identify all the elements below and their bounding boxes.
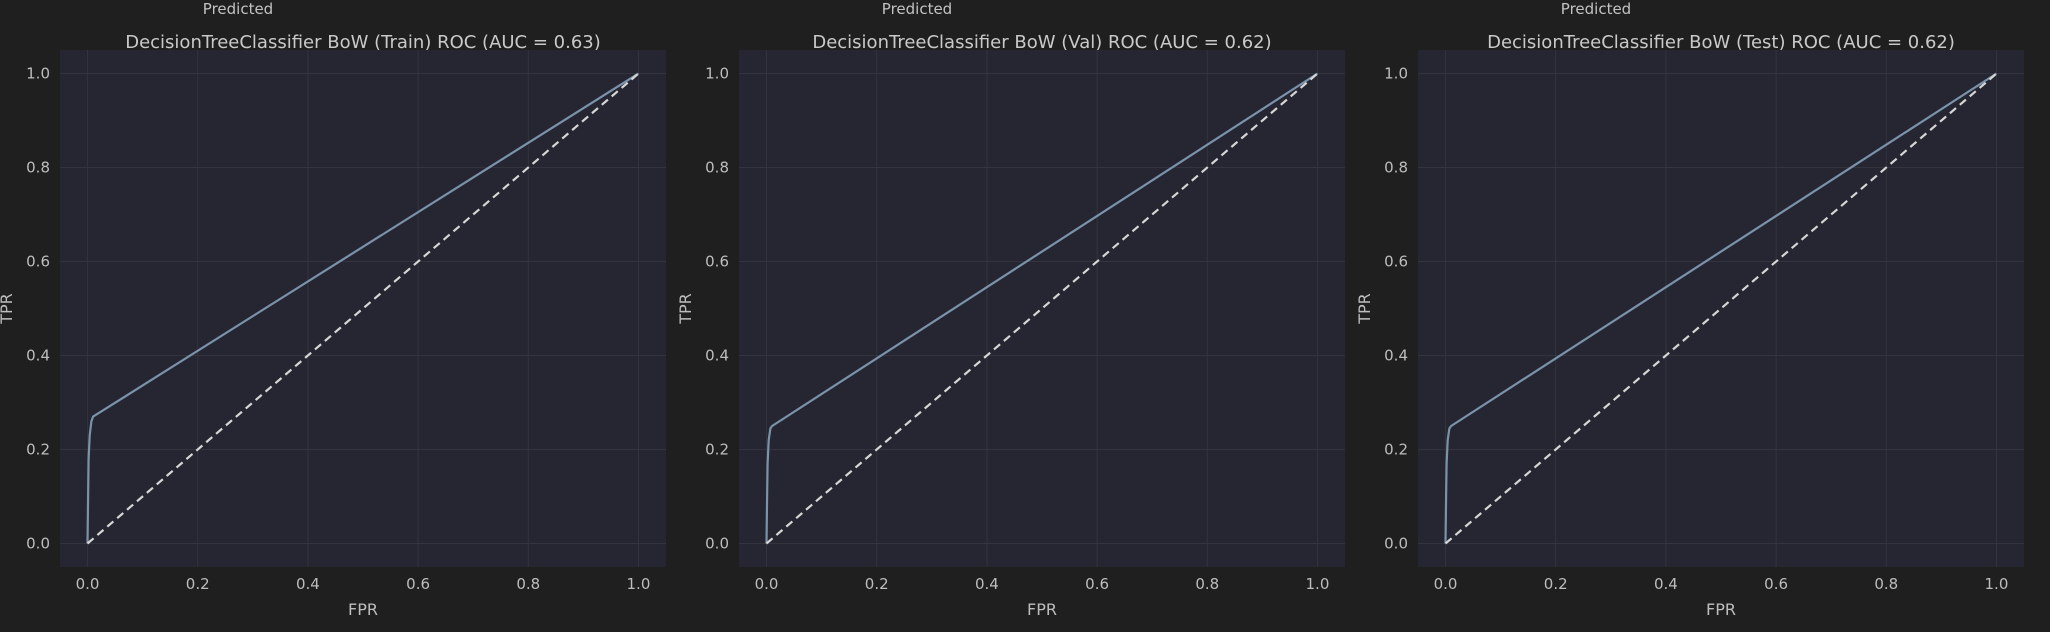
- y-tick-label: 0.8: [26, 159, 50, 177]
- roc-curve-line: [86, 72, 640, 544]
- x-axis-label: FPR: [348, 600, 378, 619]
- y-tick-label: 0.0: [1384, 535, 1408, 553]
- x-tick-label: 0.0: [1434, 575, 1458, 593]
- x-tick-label: 0.0: [755, 575, 779, 593]
- chance-diagonal-line: [1444, 72, 1998, 545]
- x-tick-label: 0.0: [76, 575, 100, 593]
- y-tick-label: 0.4: [26, 347, 50, 365]
- y-axis-label: TPR: [1355, 293, 1374, 325]
- y-tick-label: 0.6: [1384, 253, 1408, 271]
- y-tick-label: 1.0: [26, 65, 50, 83]
- y-tick-label: 0.2: [1384, 441, 1408, 459]
- chart-title: DecisionTreeClassifier BoW (Val) ROC (AU…: [812, 32, 1271, 53]
- x-tick-label: 0.8: [1195, 575, 1219, 593]
- y-tick-label: 0.8: [1384, 159, 1408, 177]
- x-axis-label: FPR: [1706, 600, 1736, 619]
- x-tick-label: 0.8: [1874, 575, 1898, 593]
- chart-title: DecisionTreeClassifier BoW (Train) ROC (…: [125, 32, 601, 53]
- y-tick-label: 0.6: [705, 253, 729, 271]
- x-tick-label: 1.0: [1985, 575, 2009, 593]
- y-tick-label: 0.6: [26, 253, 50, 271]
- y-axis-label: TPR: [0, 293, 16, 325]
- x-tick-label: 0.6: [1085, 575, 1109, 593]
- y-tick-label: 0.2: [705, 441, 729, 459]
- x-tick-label: 1.0: [627, 575, 651, 593]
- chart-title: DecisionTreeClassifier BoW (Test) ROC (A…: [1487, 32, 1955, 53]
- y-tick-label: 0.2: [26, 441, 50, 459]
- x-tick-label: 0.4: [975, 575, 999, 593]
- x-tick-label: 0.4: [1654, 575, 1678, 593]
- y-tick-label: 1.0: [705, 65, 729, 83]
- top-label: Predicted: [882, 0, 952, 18]
- y-axis-label: TPR: [676, 293, 695, 325]
- x-tick-label: 0.2: [1544, 575, 1568, 593]
- y-tick-label: 0.0: [26, 535, 50, 553]
- y-tick-label: 0.0: [705, 535, 729, 553]
- x-tick-label: 0.2: [186, 575, 210, 593]
- x-tick-label: 0.2: [865, 575, 889, 593]
- y-tick-label: 0.4: [1384, 347, 1408, 365]
- x-tick-label: 0.4: [296, 575, 320, 593]
- y-tick-label: 0.4: [705, 347, 729, 365]
- roc-curve-line: [1444, 72, 1998, 544]
- top-label: Predicted: [203, 0, 273, 18]
- roc-panel-3: Predicted DecisionTreeClassifier BoW (Tes…: [1355, 0, 2024, 619]
- y-tick-label: 0.8: [705, 159, 729, 177]
- chance-diagonal-line: [765, 72, 1319, 545]
- roc-panel-2: Predicted DecisionTreeClassifier BoW (Val…: [676, 0, 1345, 619]
- roc-curve-line: [765, 72, 1319, 544]
- x-tick-label: 0.6: [1764, 575, 1788, 593]
- x-tick-label: 0.8: [516, 575, 540, 593]
- y-tick-label: 1.0: [1384, 65, 1408, 83]
- x-axis-label: FPR: [1027, 600, 1057, 619]
- x-tick-label: 1.0: [1306, 575, 1330, 593]
- x-tick-label: 0.6: [406, 575, 430, 593]
- chance-diagonal-line: [86, 72, 640, 545]
- top-label: Predicted: [1561, 0, 1631, 18]
- roc-panel-1: Predicted DecisionTreeClassifier BoW (Tra…: [0, 0, 666, 619]
